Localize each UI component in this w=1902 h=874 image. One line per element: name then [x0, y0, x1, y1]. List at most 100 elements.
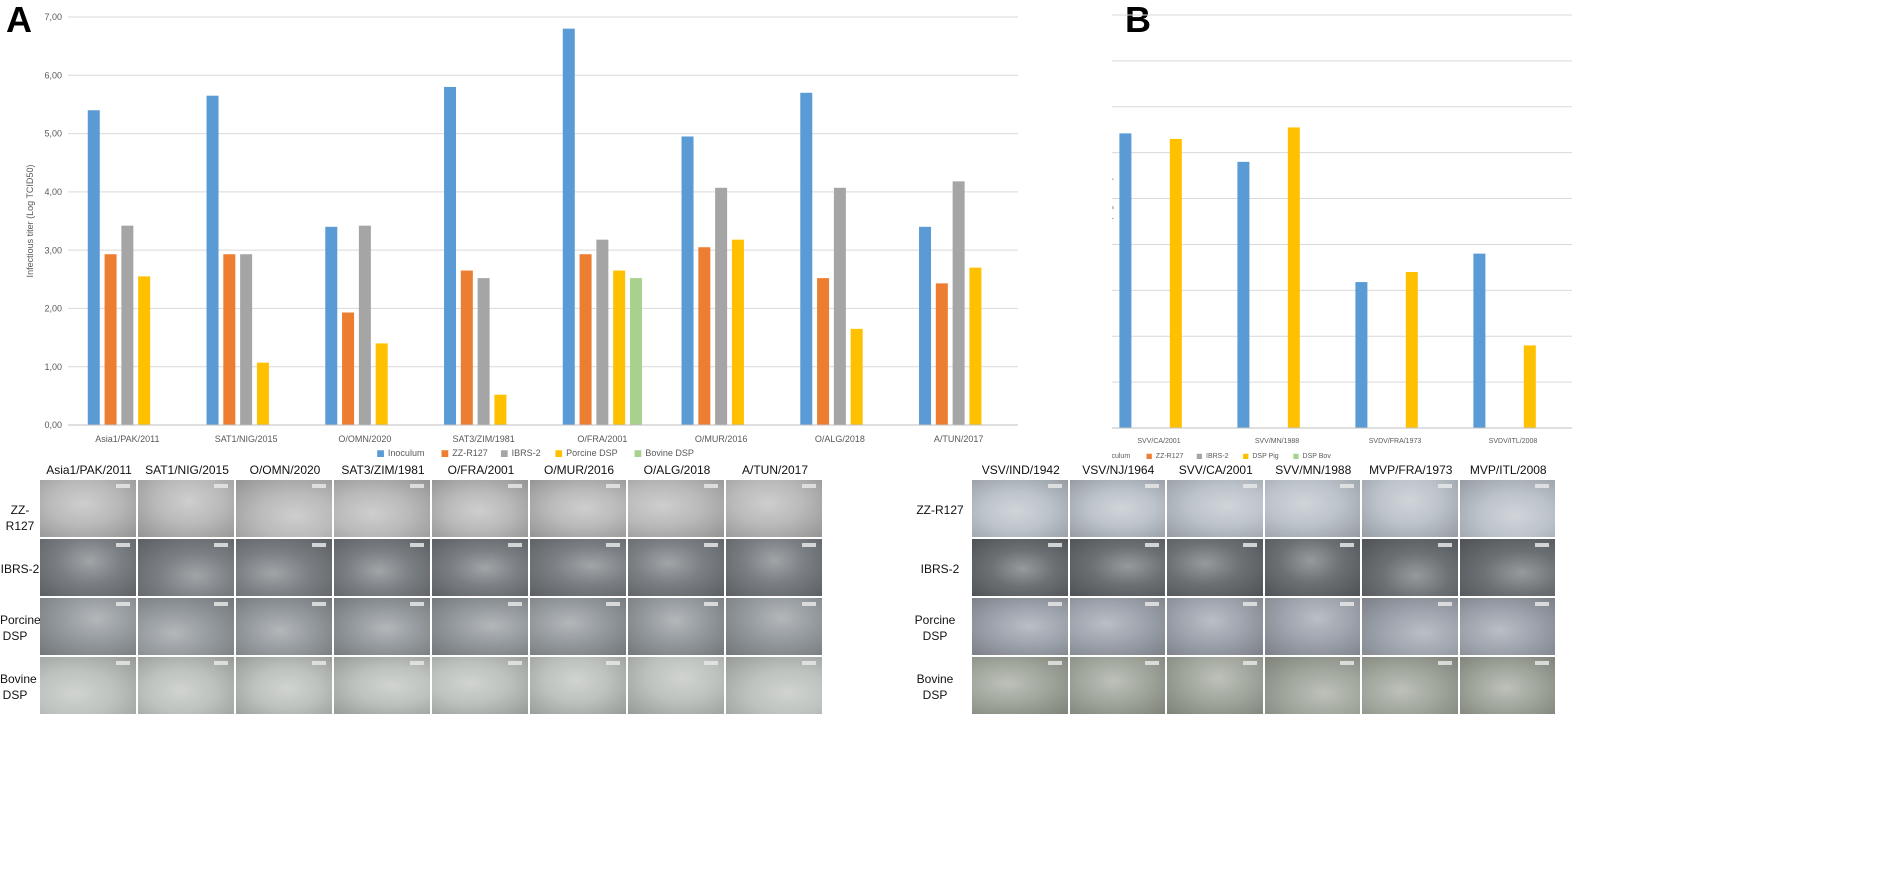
scale-bar	[1047, 661, 1062, 665]
bar	[1237, 161, 1250, 428]
bar	[444, 86, 457, 425]
y-tick-label: 6,00	[44, 70, 62, 80]
micrograph-cell	[432, 539, 530, 598]
x-tick-label: SVDV/ITL/2008	[1489, 438, 1538, 445]
micrograph-cell	[334, 598, 432, 657]
scale-bar	[214, 484, 228, 488]
bar	[731, 239, 744, 425]
micrograph-cell	[236, 598, 334, 657]
scale-bar	[1145, 602, 1159, 606]
micrograph-row-label: ZZ-R127	[5, 502, 35, 533]
scale-bar	[802, 661, 816, 665]
micrograph-cell	[1362, 657, 1460, 716]
micrograph-cell	[1459, 598, 1557, 657]
legend-label: Bovine DSP	[645, 448, 694, 458]
scale-bar	[704, 543, 718, 547]
scale-bar	[1047, 484, 1062, 488]
micrograph-strain-label: Asia1/PAK/2011	[46, 463, 132, 477]
micrograph-cell	[972, 598, 1070, 657]
micrograph-cell	[334, 539, 432, 598]
micrograph-cell	[972, 657, 1070, 716]
chart-b: 0,001,002,003,004,005,006,007,008,009,00…	[1112, 14, 1572, 460]
x-tick-label: SVV/CA/2001	[1137, 438, 1180, 445]
micrograph-cell	[40, 539, 138, 598]
micrograph-cell	[40, 657, 138, 716]
panel-b-letter: B	[1125, 0, 1151, 40]
micrograph-cell	[432, 598, 530, 657]
scale-bar	[312, 543, 326, 547]
micrograph-cell	[1167, 539, 1265, 598]
scale-bar	[312, 661, 326, 665]
scale-bar	[1535, 661, 1549, 665]
y-axis-label: Infectious titer (Log TCID50)	[25, 165, 35, 278]
micrograph-cell	[1459, 539, 1557, 598]
y-tick-label: 4,00	[44, 187, 62, 197]
micrograph-cell	[1264, 480, 1362, 539]
micrograph-cell	[334, 657, 432, 716]
scale-bar	[606, 484, 620, 488]
micrograph-strain-label: O/ALG/2018	[643, 463, 711, 477]
bar	[1169, 138, 1182, 428]
scale-bar	[1340, 543, 1354, 547]
scale-bar	[1340, 661, 1354, 665]
micrograph-cell	[726, 598, 824, 657]
x-tick-label: SVDV/FRA/1973	[1369, 438, 1422, 445]
scale-bar	[508, 602, 522, 606]
micrograph-cell	[138, 539, 236, 598]
micrograph-cell	[530, 657, 628, 716]
scale-bar	[312, 602, 326, 606]
legend-swatch	[634, 450, 642, 457]
x-tick-label: O/MUR/2016	[695, 434, 748, 444]
scale-bar	[704, 484, 718, 488]
legend-swatch	[555, 450, 563, 457]
micrograph-cell	[1264, 657, 1362, 716]
y-axis-label: Infectious titer (Log TCID50)	[1112, 178, 1114, 266]
bar	[1355, 282, 1368, 428]
micrograph-cell	[628, 539, 726, 598]
bar	[206, 95, 219, 425]
bar	[952, 181, 965, 425]
scale-bar	[410, 602, 424, 606]
legend-swatch	[1196, 453, 1202, 459]
scale-bar	[606, 602, 620, 606]
micrograph-cell	[138, 598, 236, 657]
scale-bar	[312, 484, 326, 488]
x-tick-label: SAT3/ZIM/1981	[452, 434, 514, 444]
y-tick-label: 1,00	[44, 362, 62, 372]
scale-bar	[802, 543, 816, 547]
scale-bar	[116, 602, 130, 606]
micrograph-cell	[1459, 480, 1557, 539]
bar	[494, 394, 507, 425]
micrograph-cell	[1069, 598, 1167, 657]
legend-swatch	[377, 450, 384, 457]
bar	[87, 110, 100, 425]
scale-bar	[214, 602, 228, 606]
scale-bar	[410, 543, 424, 547]
micrograph-cell	[236, 539, 334, 598]
micrograph-cell	[1069, 539, 1167, 598]
chart-a: 0,00 1,00 2,00 3,00 4,00 5,00 6,00 7,00 Infectio…	[25, 12, 1018, 458]
bar	[256, 362, 269, 425]
bar	[223, 254, 236, 425]
scale-bar	[116, 543, 130, 547]
y-tick-label: 7,00	[44, 12, 62, 22]
x-tick-label: A/TUN/2017	[934, 434, 984, 444]
scale-bar	[1437, 602, 1452, 606]
micrograph-strain-label: MVP/FRA/1973	[1369, 463, 1453, 477]
x-tick-label: O/ALG/2018	[815, 434, 865, 444]
scale-bar	[1242, 602, 1257, 606]
scale-bar	[1535, 543, 1549, 547]
legend-label: Inoculum	[1112, 453, 1130, 460]
legend-swatch	[1293, 453, 1299, 459]
micrograph-cell	[1069, 480, 1167, 539]
legend-label: ZZ-R127	[452, 448, 488, 458]
scale-bar	[704, 661, 718, 665]
scale-bar	[606, 543, 620, 547]
micrograph-cell	[628, 598, 726, 657]
micrograph-strain-label: VSV/NJ/1964	[1082, 463, 1155, 477]
scale-bar	[1535, 484, 1549, 488]
panel-a-letter: A	[6, 0, 32, 40]
micrograph-strain-label: O/OMN/2020	[249, 463, 321, 477]
micrograph-strain-label: MVP/ITL/2008	[1469, 463, 1547, 477]
x-tick-label: SVV/MN/1988	[1255, 438, 1299, 445]
